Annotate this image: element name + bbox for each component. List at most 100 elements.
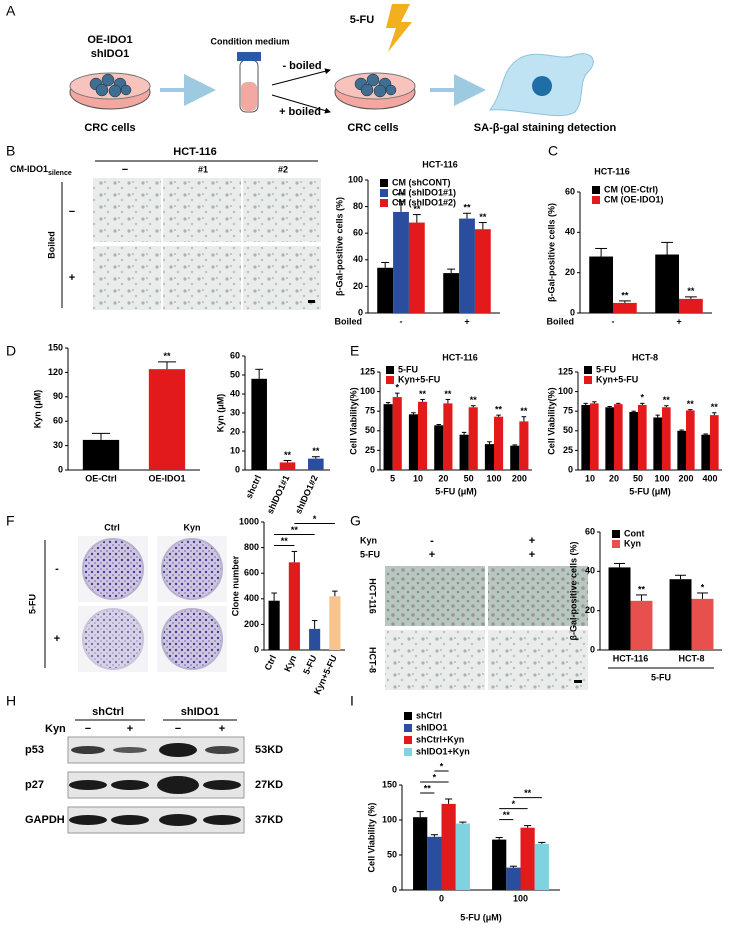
bar: [392, 397, 402, 470]
bar: [441, 803, 456, 890]
label: HCT-116: [173, 146, 216, 158]
label: −: [69, 206, 75, 218]
y-tick-label: 40: [565, 227, 575, 237]
label: #1: [198, 164, 208, 174]
panel-label: I: [350, 693, 354, 709]
y-tick-label: 1000: [239, 516, 259, 526]
bar: [434, 425, 444, 470]
micrographs-g: Kyn 5-FU - + + + HCT-116 HCT-8: [360, 535, 588, 690]
scale-bar: [574, 680, 582, 683]
y-tick-label: 90: [53, 391, 63, 401]
legend-swatch: [380, 199, 388, 207]
label: −: [85, 723, 91, 735]
y-tick-label: 0: [358, 307, 363, 317]
bar: [288, 562, 300, 650]
x-tick-label: 10: [585, 473, 595, 483]
bar: [383, 404, 393, 470]
label: +: [429, 549, 435, 561]
bar: [408, 222, 425, 313]
legend-swatch: [380, 179, 388, 187]
y-tick-label: 100: [360, 386, 375, 396]
x-tick-label: shIDO1#1: [265, 474, 292, 516]
label: +: [54, 633, 60, 645]
bar: [710, 415, 719, 470]
legend-label: Kyn+5-FU: [398, 374, 440, 384]
label: +: [219, 723, 225, 735]
x-tick-label: +: [676, 316, 681, 326]
comparison-label: *: [313, 514, 317, 524]
y-tick-label: 40: [230, 388, 240, 398]
arrow: [271, 68, 331, 86]
legend-label: shCtrl: [416, 710, 442, 720]
y-tick-label: 20: [565, 267, 575, 277]
y-tick-label: 150: [48, 342, 63, 352]
legend-swatch: [592, 196, 600, 204]
y-tick-label: 400: [244, 593, 259, 603]
label: Ctrl: [104, 522, 120, 532]
y-tick-label: 100: [382, 814, 397, 824]
bar: [691, 598, 714, 650]
panel-label: A: [6, 3, 16, 19]
micrograph: [93, 246, 161, 310]
bar: [279, 462, 296, 470]
legend-label: shCtrl+Kyn: [416, 734, 464, 744]
legend-swatch: [404, 736, 412, 744]
panel-label: E: [350, 343, 359, 359]
bands: [69, 743, 241, 826]
y-tick-label: 0: [58, 464, 63, 474]
label: p27: [25, 779, 44, 791]
tube-cap: [237, 52, 261, 61]
bar: [308, 458, 324, 470]
y-tick-label: 50: [563, 425, 573, 435]
significance: *: [641, 393, 645, 403]
significance: **: [397, 191, 405, 201]
y-tick-label: 10: [230, 445, 240, 455]
legend-label: CM (shIDO1#1): [392, 187, 456, 197]
bar: [614, 404, 623, 470]
legend-label: CM (OE-IDO1): [604, 194, 664, 204]
comparison-label: *: [512, 799, 516, 809]
schematic: OE-IDO1 shIDO1 CRC cells Condition mediu…: [69, 4, 616, 134]
legend-label: 5-FU: [398, 364, 418, 374]
significance: **: [470, 395, 478, 405]
y-tick-label: 60: [353, 228, 363, 238]
label: 5-FU: [360, 549, 380, 559]
bar: [686, 410, 695, 470]
x-tick-label: HCT-116: [613, 653, 649, 663]
label: -: [55, 563, 59, 575]
significance: *: [701, 582, 705, 592]
cell-cluster: [354, 73, 397, 98]
y-tick-label: 0: [590, 644, 595, 654]
bar: [427, 836, 442, 890]
bar: [519, 421, 529, 470]
bar: [455, 823, 470, 890]
legend-label: shIDO1: [416, 722, 448, 732]
y-axis-label: β-Gal-positive cells (%): [334, 197, 344, 296]
y-axis-label: β-Gal-positive cells (%): [568, 541, 578, 640]
panel-label: H: [6, 693, 16, 709]
chart-title: HCT-116: [422, 159, 458, 169]
significance: **: [711, 402, 719, 412]
bar: [653, 417, 662, 470]
y-tick-label: 80: [353, 201, 363, 211]
y-tick-label: 20: [353, 281, 363, 291]
label: +: [529, 549, 535, 561]
label: shIDO1: [181, 706, 220, 718]
legend-label: CM (shCONT): [392, 177, 451, 187]
x-tick-label: 400: [702, 473, 717, 483]
y-tick-label: 30: [53, 440, 63, 450]
x-tick-label: 0: [439, 893, 444, 903]
x-tick-label: OE-IDO1: [148, 473, 185, 483]
label: - boiled: [282, 60, 321, 72]
x-tick-label: HCT-8: [678, 653, 704, 663]
y-tick-label: 100: [348, 174, 363, 184]
bar: [443, 403, 453, 470]
significance: **: [419, 389, 427, 399]
bar: [494, 416, 504, 470]
bar: [669, 579, 692, 650]
plate: [161, 538, 223, 600]
y-tick-label: 75: [365, 406, 375, 416]
y-tick-label: 60: [53, 416, 63, 426]
label: +: [127, 723, 133, 735]
bar: [679, 298, 703, 313]
